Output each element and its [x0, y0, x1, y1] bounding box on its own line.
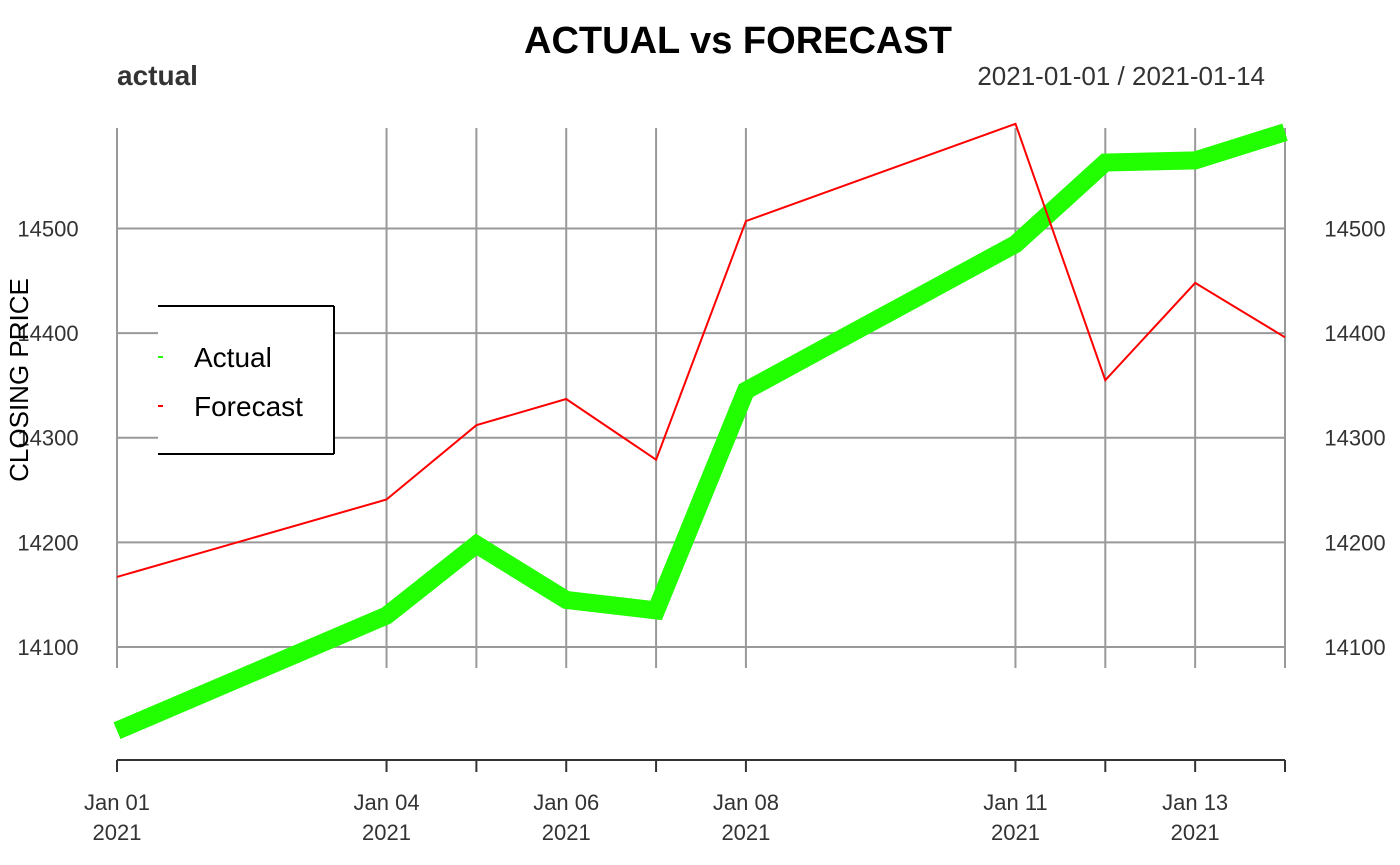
x-tick-label-4: Jan 11 — [983, 790, 1047, 815]
x-axis: Jan 01 2021 Jan 04 2021 Jan 06 2021 Jan 08 2021… — [84, 759, 1286, 845]
legend-label-forecast: Forecast — [194, 391, 303, 422]
y-tick-left-14300: 14300 — [17, 426, 78, 451]
chart-date-range: 2021-01-01 / 2021-01-14 — [977, 61, 1265, 91]
chart-title: ACTUAL vs FORECAST — [524, 20, 952, 62]
series-line-forecast — [116, 122, 1286, 578]
y-tick-right-14400: 14400 — [1324, 321, 1385, 346]
legend-label-actual: Actual — [194, 342, 272, 373]
y-axis-label: CLOSING PRICE — [4, 278, 34, 482]
y-tick-right-14100: 14100 — [1324, 635, 1385, 660]
y-tick-left-14100: 14100 — [17, 635, 78, 660]
x-tick-year-4: 2021 — [991, 820, 1040, 845]
x-tick-year-2: 2021 — [542, 820, 591, 845]
y-tick-left-14400: 14400 — [17, 321, 78, 346]
x-tick-label-5: Jan 13 — [1162, 790, 1228, 815]
y-axis-right: 14100 14200 14300 14400 14500 — [1324, 216, 1385, 660]
legend-box — [158, 306, 334, 454]
x-tick-label-0: Jan 01 — [84, 790, 150, 815]
x-tick-label-3: Jan 08 — [713, 790, 779, 815]
y-axis-left: 14100 14200 14300 14400 14500 — [17, 216, 78, 660]
y-tick-right-14300: 14300 — [1324, 426, 1385, 451]
x-tick-year-5: 2021 — [1171, 820, 1220, 845]
x-tick-label-1: Jan 04 — [354, 790, 420, 815]
y-tick-right-14500: 14500 — [1324, 216, 1385, 241]
legend: Actual Forecast — [158, 305, 335, 455]
y-tick-right-14200: 14200 — [1324, 530, 1385, 555]
x-tick-label-2: Jan 06 — [533, 790, 599, 815]
x-tick-year-0: 2021 — [93, 820, 142, 845]
x-tick-year-3: 2021 — [721, 820, 770, 845]
series-layer — [113, 122, 1288, 739]
chart-subtitle-series: actual — [117, 60, 198, 91]
y-tick-left-14200: 14200 — [17, 530, 78, 555]
x-tick-year-1: 2021 — [362, 820, 411, 845]
y-tick-left-14500: 14500 — [17, 216, 78, 241]
series-line-actual — [113, 123, 1288, 739]
